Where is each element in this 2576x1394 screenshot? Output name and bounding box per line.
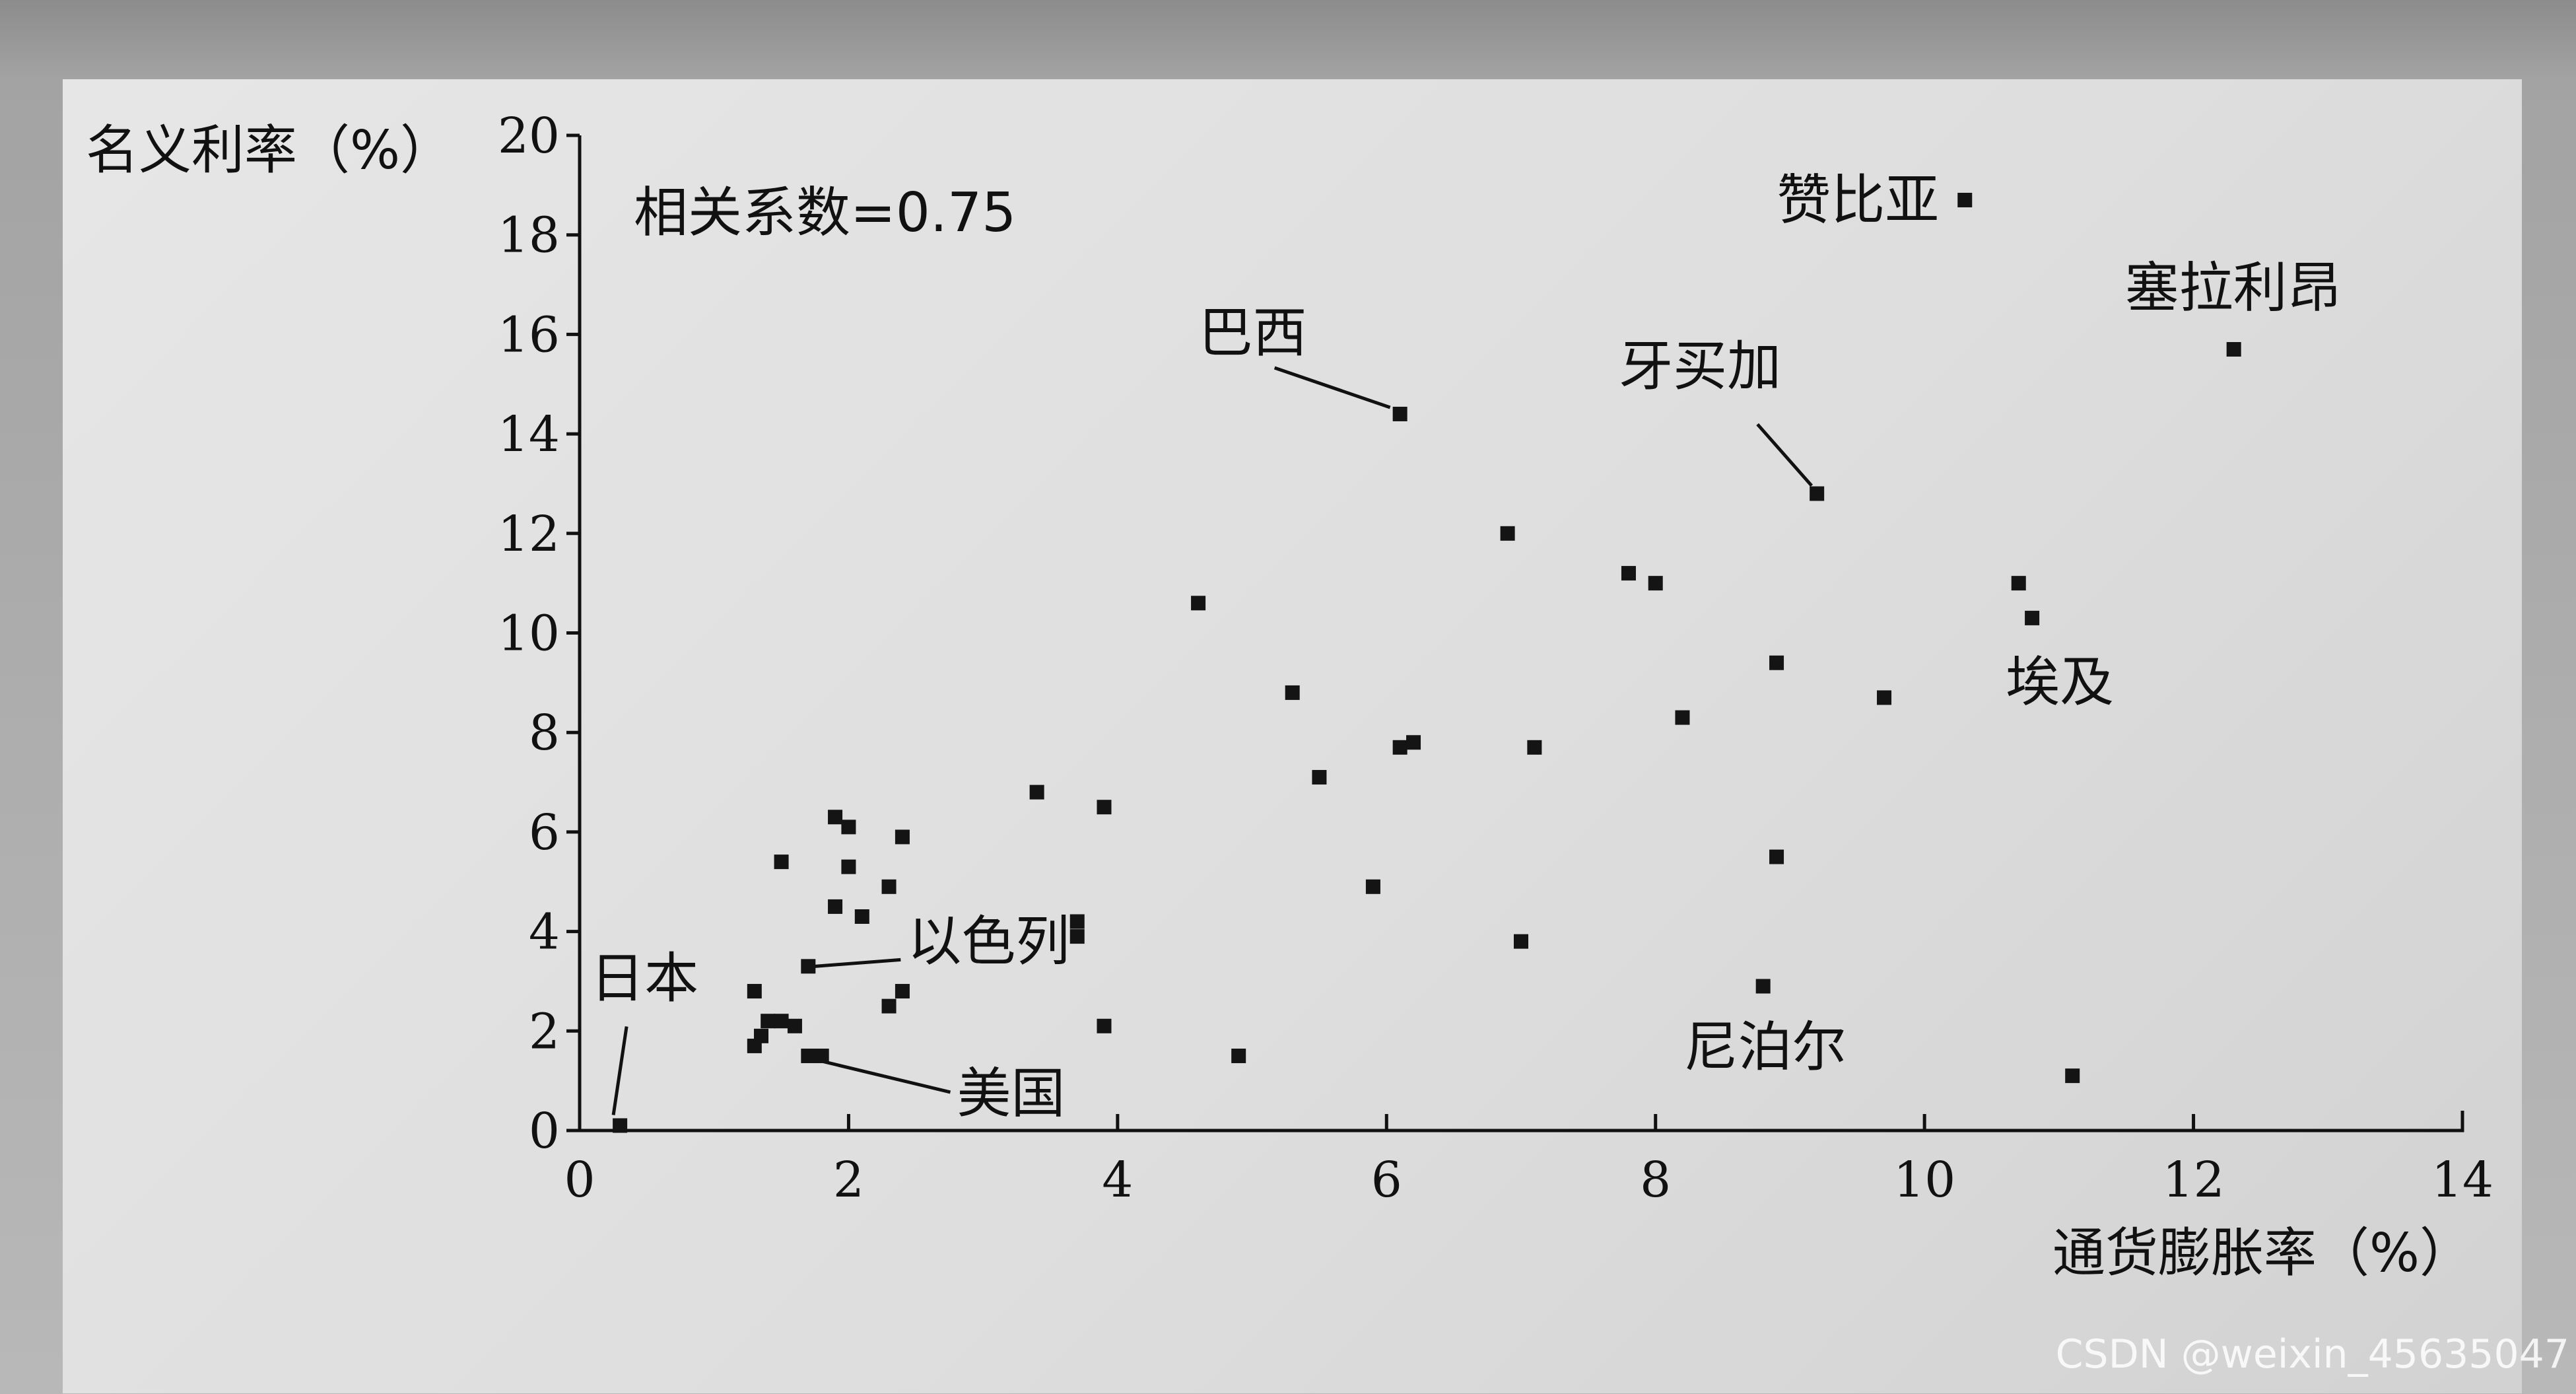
data-point (774, 854, 789, 870)
y-tick-label: 0 (529, 1103, 560, 1160)
point-label: 日本 (590, 947, 698, 1010)
data-point (1810, 486, 1825, 501)
data-point (1365, 879, 1380, 894)
x-tick-label: 6 (1371, 1152, 1402, 1208)
y-tick-label: 20 (498, 108, 560, 164)
point-label: 尼泊尔 (1684, 1016, 1847, 1078)
data-point (2226, 342, 2241, 357)
x-tick-label: 4 (1102, 1152, 1133, 1208)
data-point (1514, 934, 1528, 949)
x-tick-label: 0 (564, 1152, 595, 1208)
data-point (1392, 740, 1407, 755)
y-tick-label: 8 (529, 705, 560, 761)
point-label: 美国 (957, 1063, 1066, 1125)
book-page (63, 79, 2522, 1393)
data-point (895, 984, 910, 999)
y-tick-label: 14 (498, 406, 560, 463)
y-tick-label: 12 (498, 506, 560, 563)
data-point (1877, 690, 1892, 705)
x-tick-label: 14 (2431, 1152, 2493, 1208)
point-label: 以色列 (907, 910, 1069, 973)
data-point (1069, 914, 1085, 929)
leader-line (611, 1026, 628, 1115)
data-point (787, 1018, 802, 1033)
data-point (1285, 685, 1300, 700)
data-point (1500, 526, 1515, 541)
data-point (2065, 1068, 2080, 1084)
data-point (761, 1014, 776, 1029)
data-points (613, 192, 2241, 1133)
data-point (1069, 929, 1085, 944)
data-point (1648, 576, 1663, 591)
data-point (841, 859, 856, 874)
data-point (1769, 655, 1784, 670)
data-point (881, 998, 897, 1014)
watermark: CSDN @weixin_45635047 (2055, 1331, 2569, 1377)
data-point (828, 899, 843, 914)
data-point (774, 1014, 789, 1029)
data-point (895, 829, 910, 845)
data-point (1191, 596, 1206, 611)
x-tick-label: 2 (833, 1152, 864, 1208)
point-label: 塞拉利昂 (2125, 257, 2342, 320)
data-point (1312, 770, 1327, 785)
data-point (747, 984, 762, 999)
point-label: 埃及 (2006, 651, 2114, 714)
data-point (1097, 1018, 1112, 1033)
data-point (814, 1048, 829, 1063)
y-tick-label: 2 (529, 1003, 560, 1060)
y-tick-label: 10 (498, 606, 560, 662)
x-tick-label: 12 (2162, 1152, 2224, 1208)
data-point (801, 1048, 816, 1063)
data-point (1621, 566, 1636, 581)
leader-line (1756, 423, 1813, 487)
leader-line (821, 1059, 951, 1094)
data-point (1527, 740, 1542, 755)
y-tick-label: 18 (498, 207, 560, 264)
x-tick-label: 8 (1640, 1152, 1671, 1208)
leader-line (815, 958, 901, 968)
y-axis-title: 名义利率（%） (86, 120, 453, 181)
data-point (881, 879, 897, 894)
leader-line (1273, 366, 1391, 409)
data-point (2011, 576, 2026, 591)
data-point (1231, 1048, 1246, 1063)
data-point (754, 1028, 769, 1043)
data-point (2025, 610, 2040, 625)
correlation-annotation: 相关系数=0.75 (634, 182, 1016, 244)
x-tick-label: 10 (1893, 1152, 1955, 1208)
data-point (1957, 192, 1973, 207)
data-point (1029, 784, 1044, 800)
y-tick-label: 6 (529, 804, 560, 861)
data-point (801, 959, 816, 974)
point-label: 巴西 (1199, 302, 1307, 365)
data-point (1406, 735, 1421, 750)
data-point (841, 819, 856, 835)
data-point (1097, 800, 1112, 815)
y-tick-label: 16 (498, 306, 560, 363)
y-tick-label: 4 (529, 904, 560, 961)
point-label: 牙买加 (1619, 335, 1781, 398)
x-axis-title: 通货膨胀率（%） (2052, 1222, 2472, 1284)
x-axis-line (580, 1111, 2464, 1133)
label-leader-lines (611, 366, 1813, 1115)
data-point (828, 810, 843, 825)
data-point (1755, 979, 1771, 994)
data-point (1392, 406, 1407, 421)
data-point (1675, 710, 1690, 725)
data-point (854, 909, 869, 924)
point-label: 赞比亚 (1777, 169, 1939, 232)
data-point (1769, 849, 1784, 864)
ticks: 0 2 4 6 8 10 12 14 16 18 20 0 2 4 6 8 10 12 14 (498, 108, 2493, 1208)
data-point (613, 1118, 628, 1133)
